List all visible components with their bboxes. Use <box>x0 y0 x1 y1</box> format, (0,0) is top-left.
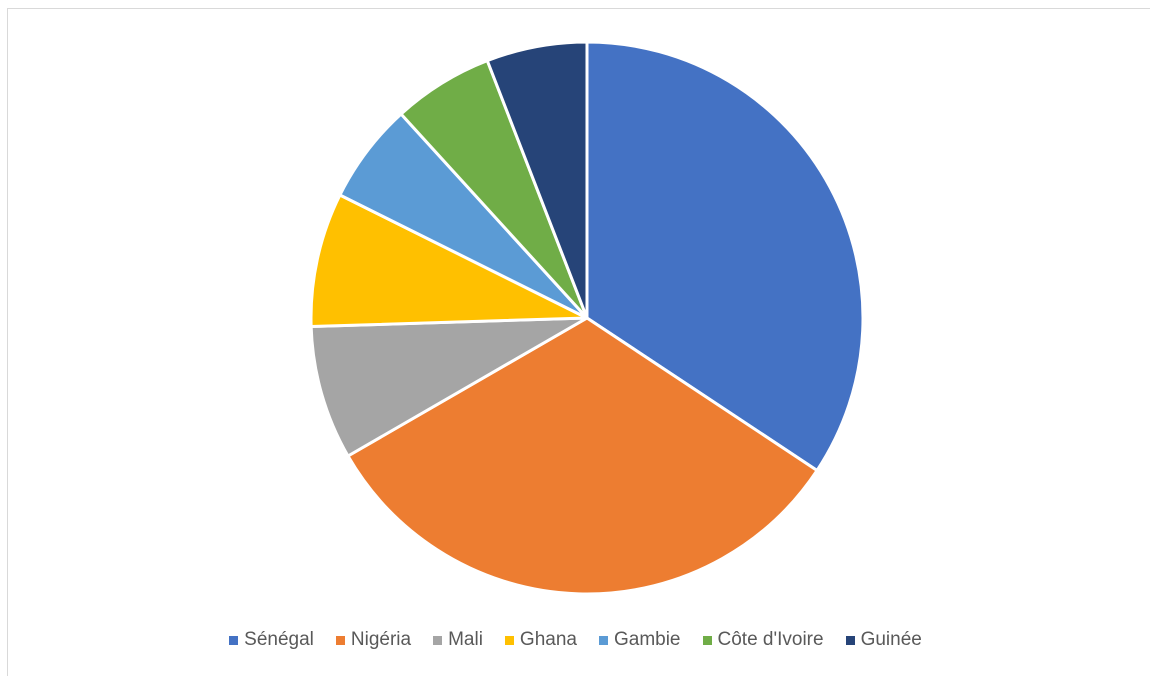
legend-label: Ghana <box>519 629 577 650</box>
pie-slice-3 <box>309 193 589 328</box>
legend-swatch <box>335 635 345 645</box>
legend-label: Guinée <box>860 629 922 650</box>
legend-item: Guinée <box>845 629 922 651</box>
legend-swatch <box>229 635 239 645</box>
chart-area <box>7 8 1150 676</box>
legend-item: Nigéria <box>335 629 412 651</box>
legend-swatch <box>702 635 712 645</box>
legend-item: Sénégal <box>229 629 314 651</box>
legend-label: Côte d'Ivoire <box>717 629 824 650</box>
pie-slice-1 <box>346 316 819 596</box>
legend-swatch <box>504 635 514 645</box>
pie-slice-2 <box>309 316 589 458</box>
legend-label: Sénégal <box>244 629 314 650</box>
legend-label: Mali <box>448 629 483 650</box>
legend-label: Nigéria <box>350 629 412 650</box>
legend-swatch <box>845 635 855 645</box>
legend-item: Mali <box>433 629 483 651</box>
legend-swatch <box>433 635 443 645</box>
legend-label: Gambie <box>613 629 681 650</box>
legend-item: Côte d'Ivoire <box>702 629 824 651</box>
pie-slice-6 <box>485 40 589 320</box>
legend-swatch <box>598 635 608 645</box>
legend: Sénégal Nigéria Mali Ghana Gambie Côte d'Ivoi… <box>0 629 1151 651</box>
legend-item: Gambie <box>598 629 681 651</box>
legend-item: Ghana <box>504 629 577 651</box>
